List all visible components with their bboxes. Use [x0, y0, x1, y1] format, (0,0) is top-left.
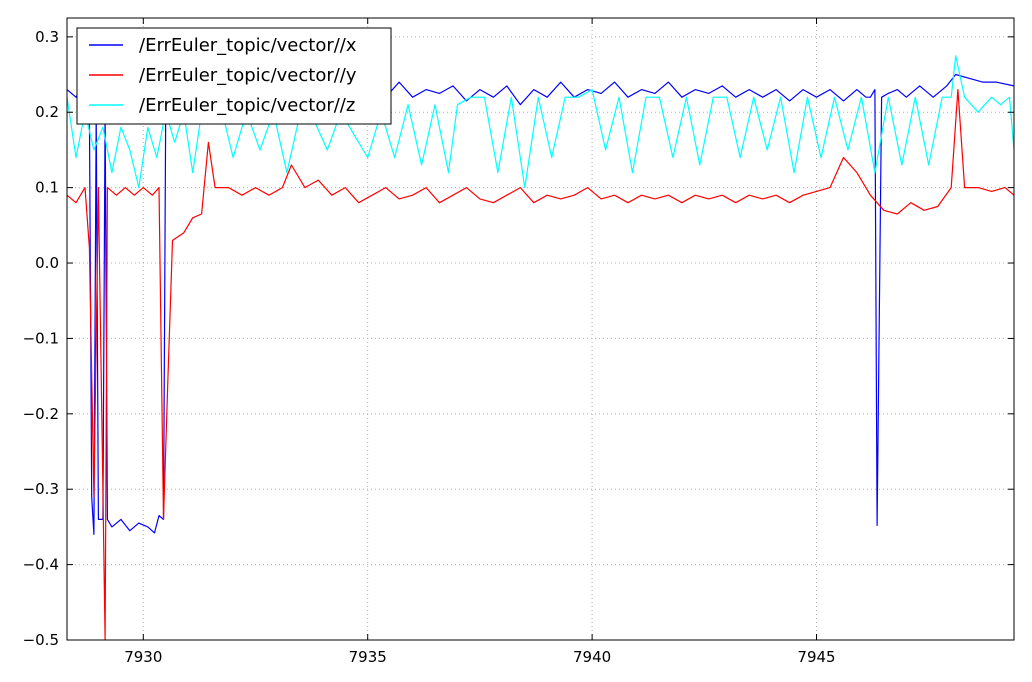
y-tick-label: 0.3: [35, 28, 59, 46]
x-tick-labels: 7930 7935 7940 7945: [124, 648, 835, 666]
y-tick-label: 0.2: [35, 103, 59, 121]
legend-label-3: /ErrEuler_topic/vector//z: [139, 95, 355, 116]
series-line-1: [67, 73, 1014, 535]
y-tick-label: −0.4: [23, 556, 59, 574]
legend: /ErrEuler_topic/vector//x/ErrEuler_topic…: [76, 27, 392, 125]
y-tick-label: −0.2: [23, 405, 59, 423]
y-tick-label: −0.1: [23, 329, 59, 347]
axis-ticks: [67, 18, 1014, 641]
x-tick-label: 7940: [573, 648, 611, 666]
legend-label-2: /ErrEuler_topic/vector//y: [139, 65, 357, 86]
plot-frame: [66, 17, 1015, 641]
x-tick-label: 7935: [349, 648, 387, 666]
y-tick-label: −0.3: [23, 480, 59, 498]
y-tick-label: 0.1: [35, 179, 59, 197]
x-tick-label: 7930: [124, 648, 162, 666]
y-tick-label: 0.0: [35, 254, 59, 272]
legend-box: [76, 27, 392, 125]
series-line-2: [67, 89, 1014, 640]
legend-label-1: /ErrEuler_topic/vector//x: [139, 35, 357, 56]
x-tick-label: 7945: [797, 648, 835, 666]
y-tick-labels: −0.5 −0.4 −0.3 −0.2 −0.1 0.0 0.1 0.2 0.3: [23, 28, 59, 649]
y-tick-label: −0.5: [23, 631, 59, 649]
